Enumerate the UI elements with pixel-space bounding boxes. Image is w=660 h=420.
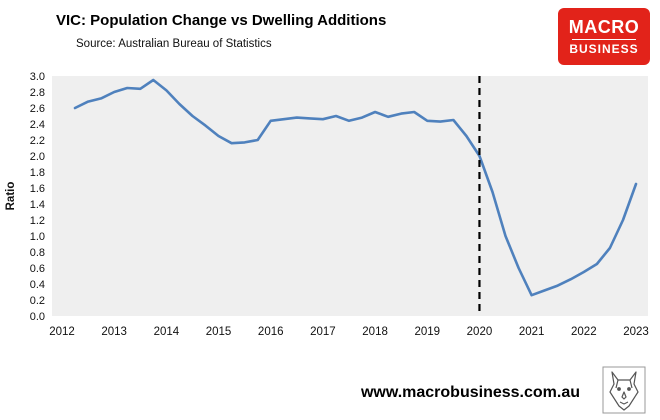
x-tick-label: 2022 (571, 326, 597, 338)
x-tick-label: 2017 (310, 326, 336, 338)
chart-title: VIC: Population Change vs Dwelling Addit… (56, 12, 387, 29)
x-tick-label: 2014 (154, 326, 180, 338)
data-line (73, 78, 638, 297)
x-tick-label: 2015 (206, 326, 232, 338)
chart-svg: 0.0 0.2 0.4 0.6 0.8 1.0 1.2 1.4 1.6 1.8 2.0 2.2 2.4 2… (5, 71, 649, 338)
y-tick-label: 1.8 (30, 167, 45, 179)
y-tick-label: 1.0 (30, 231, 45, 243)
y-tick-label: 0.8 (30, 247, 45, 259)
x-tick-label: 2012 (49, 326, 75, 338)
y-tick-label: 0.4 (30, 279, 45, 291)
chart-source: Source: Australian Bureau of Statistics (76, 38, 272, 50)
wolf-logo (602, 366, 646, 414)
y-tick-label: 0.6 (30, 263, 45, 275)
y-axis-label: Ratio (5, 182, 17, 211)
x-tick-label: 2013 (101, 326, 127, 338)
y-tick-label: 1.2 (30, 215, 45, 227)
y-tick-label: 2.0 (30, 151, 45, 163)
y-tick-label: 2.8 (30, 87, 45, 99)
x-tick-label: 2019 (414, 326, 440, 338)
logo-text-business: BUSINESS (569, 41, 639, 56)
plot-background (52, 76, 648, 316)
wolf-icon (602, 366, 646, 414)
logo-text-macro: MACRO (568, 17, 640, 38)
macrobusiness-logo: MACRO BUSINESS (558, 8, 650, 65)
x-tick-label: 2016 (258, 326, 284, 338)
y-tick-label: 1.4 (30, 199, 45, 211)
y-tick-label: 2.6 (30, 103, 45, 115)
x-tick-label: 2018 (362, 326, 388, 338)
x-tick-label: 2020 (467, 326, 493, 338)
y-tick-label: 2.2 (30, 135, 45, 147)
y-tick-label: 0.0 (30, 311, 45, 323)
footer-url: www.macrobusiness.com.au (360, 384, 580, 401)
x-tick-label: 2023 (623, 326, 649, 338)
chart-area: 0.0 0.2 0.4 0.6 0.8 1.0 1.2 1.4 1.6 1.8 2.0 2.2 2.4 2… (0, 66, 660, 346)
y-tick-label: 0.2 (30, 295, 45, 307)
y-tick-label: 1.6 (30, 183, 45, 195)
y-tick-label: 3.0 (30, 71, 45, 83)
x-tick-label: 2021 (519, 326, 545, 338)
logo-divider (572, 38, 636, 40)
y-tick-label: 2.4 (30, 119, 45, 131)
